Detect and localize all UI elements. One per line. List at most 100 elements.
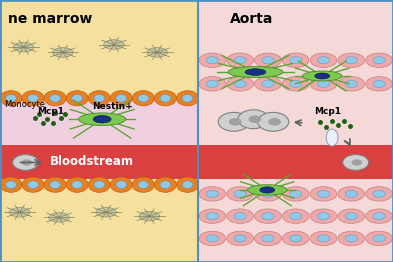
Ellipse shape [9,208,30,217]
Ellipse shape [343,155,369,170]
Ellipse shape [66,91,88,106]
Ellipse shape [255,77,281,91]
Ellipse shape [318,235,330,242]
Ellipse shape [88,177,110,192]
Ellipse shape [283,53,309,68]
Ellipse shape [13,155,39,170]
Text: ne marrow: ne marrow [8,12,92,26]
Ellipse shape [366,187,393,201]
Ellipse shape [227,53,253,68]
Ellipse shape [310,77,337,91]
Text: Aorta: Aorta [230,12,273,26]
Ellipse shape [28,181,39,189]
Ellipse shape [262,57,274,64]
Ellipse shape [227,209,253,223]
Ellipse shape [318,57,330,64]
Ellipse shape [373,235,385,242]
Ellipse shape [132,177,154,192]
Ellipse shape [139,211,160,221]
Text: Mcp1: Mcp1 [37,107,64,116]
Ellipse shape [206,80,219,88]
Ellipse shape [6,95,17,102]
Ellipse shape [93,116,111,123]
Ellipse shape [138,181,149,189]
Ellipse shape [255,53,281,68]
Ellipse shape [290,80,302,88]
Ellipse shape [262,212,274,220]
Ellipse shape [22,91,44,106]
Ellipse shape [262,80,274,88]
Ellipse shape [366,231,393,246]
Bar [0,98,198,145]
Ellipse shape [199,53,226,68]
Ellipse shape [345,80,357,88]
Ellipse shape [182,181,193,189]
Ellipse shape [160,181,171,189]
Ellipse shape [345,235,357,242]
Ellipse shape [345,212,357,220]
Ellipse shape [338,209,365,223]
Ellipse shape [366,53,393,68]
Ellipse shape [290,212,302,220]
Ellipse shape [290,57,302,64]
Ellipse shape [366,77,393,91]
Ellipse shape [0,91,22,106]
Text: Mcp1: Mcp1 [314,107,342,116]
Ellipse shape [53,48,73,57]
Ellipse shape [234,212,246,220]
Ellipse shape [260,187,275,193]
Ellipse shape [238,110,269,129]
Ellipse shape [373,212,385,220]
Ellipse shape [88,91,110,106]
Ellipse shape [255,187,281,201]
Ellipse shape [352,159,362,166]
Ellipse shape [255,209,281,223]
Ellipse shape [138,95,149,102]
Ellipse shape [199,209,226,223]
Ellipse shape [116,181,127,189]
Ellipse shape [228,67,283,78]
Ellipse shape [6,181,17,189]
Ellipse shape [338,53,365,68]
Ellipse shape [283,77,309,91]
Ellipse shape [79,113,126,125]
Bar [0,0,198,98]
Ellipse shape [290,235,302,242]
Ellipse shape [318,80,330,88]
Ellipse shape [268,118,281,125]
Ellipse shape [248,185,287,195]
Ellipse shape [283,187,309,201]
Ellipse shape [227,231,253,246]
Ellipse shape [345,190,357,198]
Ellipse shape [22,177,44,192]
Ellipse shape [318,190,330,198]
Text: Monocyte: Monocyte [4,100,45,109]
Ellipse shape [160,95,171,102]
Ellipse shape [206,212,219,220]
Ellipse shape [218,112,250,131]
Ellipse shape [94,181,105,189]
Ellipse shape [318,212,330,220]
Ellipse shape [338,187,365,201]
Ellipse shape [72,95,83,102]
Ellipse shape [310,187,337,201]
Ellipse shape [234,80,246,88]
Ellipse shape [50,181,61,189]
Ellipse shape [310,231,337,246]
Text: Bloodstream: Bloodstream [50,155,134,168]
Ellipse shape [50,95,61,102]
Ellipse shape [66,177,88,192]
Ellipse shape [229,118,242,125]
Ellipse shape [116,95,127,102]
Ellipse shape [199,187,226,201]
Ellipse shape [206,235,219,242]
Ellipse shape [49,213,69,222]
Bar [198,179,393,262]
Ellipse shape [104,40,124,49]
Ellipse shape [373,57,385,64]
Ellipse shape [257,112,289,131]
Ellipse shape [0,177,22,192]
Ellipse shape [262,190,274,198]
Ellipse shape [338,231,365,246]
Ellipse shape [96,208,116,217]
